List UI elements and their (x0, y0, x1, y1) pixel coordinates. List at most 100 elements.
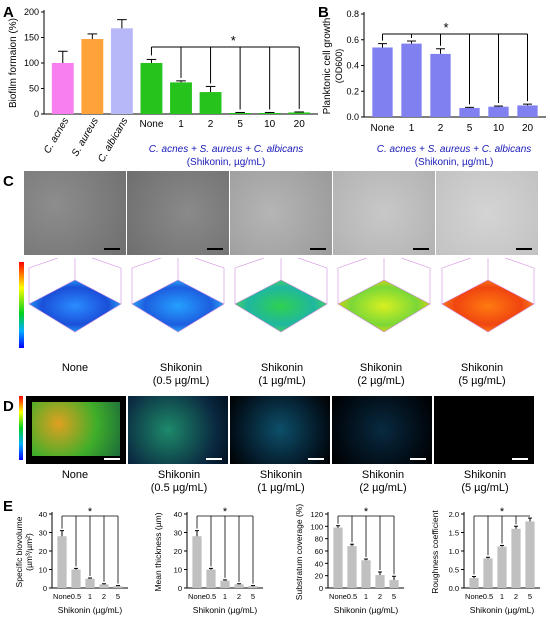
y-tick-label: 200 (24, 7, 39, 17)
chart-e-roughness-coefficient: 0.0 0.5 1.0 1.5 2.0 Roughness coefficient None… (430, 506, 540, 615)
y-axis-sublabel: (µm³/µm²) (24, 533, 34, 571)
micrograph-shikonin-5 (436, 171, 538, 255)
x-tick-label: None (139, 119, 163, 130)
bar (81, 39, 104, 114)
bar (51, 63, 74, 114)
x-tick-label: 5 (467, 123, 473, 134)
x-tick-label: 1 (409, 123, 415, 134)
surface-frame (234, 258, 328, 269)
x-tick-label: 0.5 (483, 592, 493, 601)
x-tick-label: 1 (500, 592, 504, 601)
confocal-none (26, 396, 126, 464)
caption-d-1: Shikonin (1 µg/mL) (257, 469, 305, 494)
bar (347, 546, 357, 588)
panel-letter-c: C (3, 173, 14, 190)
y-tick-label: 100 (24, 58, 39, 68)
panel-letter-b: B (318, 4, 329, 21)
y-tick-label: 20 (174, 547, 182, 556)
y-tick-label: 0.6 (346, 35, 359, 45)
surface-plot-3 (337, 279, 431, 333)
panel-letter-d: D (3, 398, 14, 415)
y-tick-label: 0 (178, 584, 182, 593)
micrograph-shikonin-0-5 (127, 171, 229, 255)
y-tick-label: 40 (39, 510, 47, 519)
significance-star: * (223, 506, 228, 518)
caption-d-2: Shikonin (2 µg/mL) (359, 469, 407, 494)
y-tick-label: 100 (310, 522, 323, 531)
bar (469, 578, 479, 588)
x-axis-label: Shikonin (µg/mL) (470, 605, 535, 615)
y-tick-label: 1.0 (449, 547, 459, 556)
y-axis-sublabel: (OD600) (334, 49, 344, 84)
x-tick-label: 10 (264, 119, 276, 130)
x-tick-label: 20 (294, 119, 306, 130)
chart-e-mean-thickness: 0 10 20 30 40 Mean thickness (µm) None 0.5 1 2 5 Sh… (153, 506, 263, 615)
x-tick-label: 0.5 (347, 592, 357, 601)
x-axis-label: Shikonin (µg/mL) (58, 605, 123, 615)
bar (99, 584, 109, 588)
y-axis-label: Roughness coefficient (430, 510, 440, 594)
y-tick-label: 0.0 (346, 112, 359, 122)
x-tick-label: 2 (438, 123, 444, 134)
x-tick-label: None (53, 592, 71, 601)
bar (220, 580, 230, 588)
y-axis-label: Biofilm formaion (%) (8, 18, 19, 108)
micrograph-shikonin-1 (230, 171, 332, 255)
y-tick-label: 0.0 (449, 584, 459, 593)
bar (170, 82, 192, 114)
x-tick-label: 1 (223, 592, 227, 601)
bar (525, 521, 535, 588)
bar (497, 546, 507, 588)
micrograph-none (24, 171, 126, 255)
bar (288, 112, 311, 114)
x-tick-label: 1 (364, 592, 368, 601)
confocal-shikonin-2 (332, 396, 432, 464)
caption-d-none: None (61, 469, 89, 481)
group-label: C. acnes + S. aureus + C. albicans (377, 144, 532, 155)
y-tick-label: 40 (174, 510, 182, 519)
x-tick-label: 2 (208, 119, 214, 130)
x-tick-label: 10 (493, 123, 505, 134)
bar (248, 586, 258, 588)
bar (140, 63, 163, 114)
x-tick-label: 5 (528, 592, 532, 601)
surface-plot-1 (131, 279, 225, 333)
bar (372, 47, 393, 117)
y-tick-label: 0.4 (346, 61, 359, 71)
y-tick-label: 120 (310, 510, 323, 519)
y-tick-label: 20 (39, 547, 47, 556)
chart-a-biofilm-formation: 0 50 100 150 200 Biofilm formaion (%) C. acnes… (8, 7, 318, 168)
bar (401, 43, 422, 117)
surface-plot-4 (441, 279, 535, 333)
y-tick-label: 40 (315, 559, 323, 568)
confocal-colorbar (19, 396, 23, 460)
significance-star: * (443, 20, 448, 35)
x-axis-label: Shikonin (µg/mL) (334, 605, 399, 615)
x-tick-label: 5 (251, 592, 255, 601)
bar (234, 584, 244, 588)
y-tick-label: 0 (43, 584, 47, 593)
y-tick-label: 30 (39, 529, 47, 538)
group-sublabel: (Shikonin, µg/mL) (415, 157, 494, 168)
y-tick-label: 0 (34, 109, 39, 119)
x-tick-label: None (329, 592, 347, 601)
chart-b-planktonic-growth: 0.0 0.2 0.4 0.6 0.8 Planktonic cell growth (OD… (322, 9, 546, 168)
y-tick-label: 0 (319, 584, 323, 593)
caption-d-5: Shikonin (5 µg/mL) (461, 469, 509, 494)
x-tick-label: C. albicans (96, 116, 130, 164)
surface-plot-0 (28, 279, 122, 333)
x-tick-label: 0.5 (71, 592, 81, 601)
surface-frame (337, 258, 431, 269)
bar (375, 575, 385, 588)
bar (229, 112, 252, 114)
caption-c-5: Shikonin (5 µg/mL) (458, 362, 506, 387)
y-tick-label: 10 (39, 566, 47, 575)
bar (488, 106, 509, 117)
x-tick-label: 1 (88, 592, 92, 601)
bar (199, 92, 222, 114)
y-tick-label: 20 (315, 572, 323, 581)
x-tick-label: S. aureus (70, 116, 101, 159)
x-tick-label: 0.5 (206, 592, 216, 601)
panel-letter-a: A (3, 4, 14, 21)
confocal-shikonin-5 (434, 396, 534, 464)
